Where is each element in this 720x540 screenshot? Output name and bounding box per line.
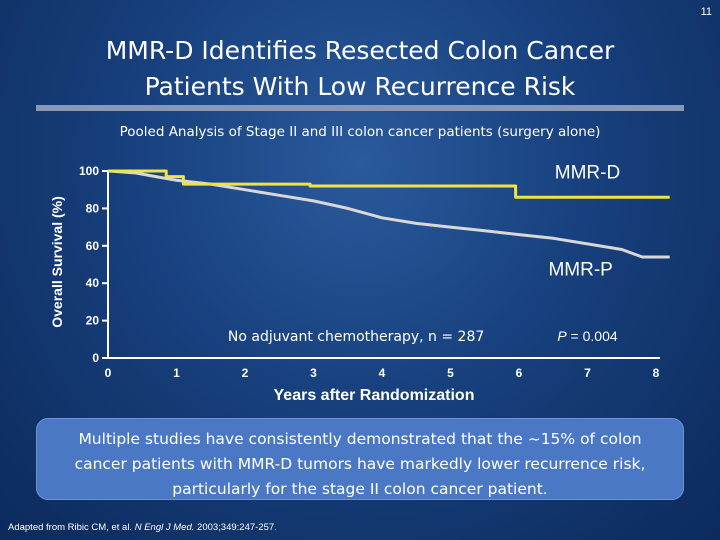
source-citation: Adapted from Ribic CM, et al. N Engl J M… <box>8 522 277 533</box>
x-tick-label: 5 <box>447 366 454 380</box>
p-value-annotation: P = 0.004 <box>557 328 618 344</box>
chart-subtitle: Pooled Analysis of Stage II and III colo… <box>119 124 601 140</box>
source-prefix: Adapted from Ribic CM, et al. <box>8 522 135 533</box>
y-tick-label: 0 <box>92 351 99 365</box>
x-tick-label: 0 <box>105 366 112 380</box>
callout-box: Multiple studies have consistently demon… <box>36 418 684 500</box>
cohort-annotation: No adjuvant chemotherapy, n = 287 <box>228 329 484 345</box>
x-tick-label: 4 <box>379 366 386 380</box>
series-line-mmr-d <box>108 169 670 199</box>
title-line-2: Patients With Low Recurrence Risk <box>144 72 576 101</box>
source-suffix: 2003;349:247-257. <box>194 522 277 533</box>
slide-number: 11 <box>700 6 712 18</box>
x-tick-label: 8 <box>653 366 660 380</box>
series-line-mmr-p <box>107 169 670 259</box>
survival-chart: 0 20 40 60 80 100 0 1 2 3 4 5 6 7 8 Years after Randomi… <box>49 162 670 404</box>
y-tick-label: 40 <box>86 276 100 290</box>
series-label-mmr-d: MMR-D <box>555 162 620 183</box>
title-divider <box>36 105 684 111</box>
y-tick-label: 100 <box>79 164 99 178</box>
x-axis-title: Years after Randomization <box>274 387 475 404</box>
y-axis-title: Overall Survival (%) <box>49 196 65 328</box>
x-tick-label: 3 <box>310 366 317 380</box>
title-line-1: MMR-D Identifies Resected Colon Cancer <box>105 36 615 65</box>
y-tick-label: 80 <box>86 201 100 215</box>
x-tick-label: 2 <box>242 366 249 380</box>
x-tick-label: 7 <box>584 366 591 380</box>
series-label-mmr-p: MMR-P <box>548 260 612 281</box>
y-tick-label: 20 <box>86 314 100 328</box>
x-tick-label: 1 <box>173 366 180 380</box>
y-tick-label: 60 <box>86 239 100 253</box>
slide-title: MMR-D Identifies Resected Colon Cancer P… <box>40 33 680 105</box>
x-tick-label: 6 <box>516 366 523 380</box>
source-journal: N Engl J Med. <box>134 522 195 533</box>
